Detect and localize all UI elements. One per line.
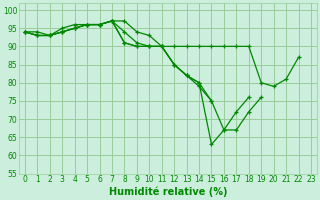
X-axis label: Humidité relative (%): Humidité relative (%) [109,187,227,197]
